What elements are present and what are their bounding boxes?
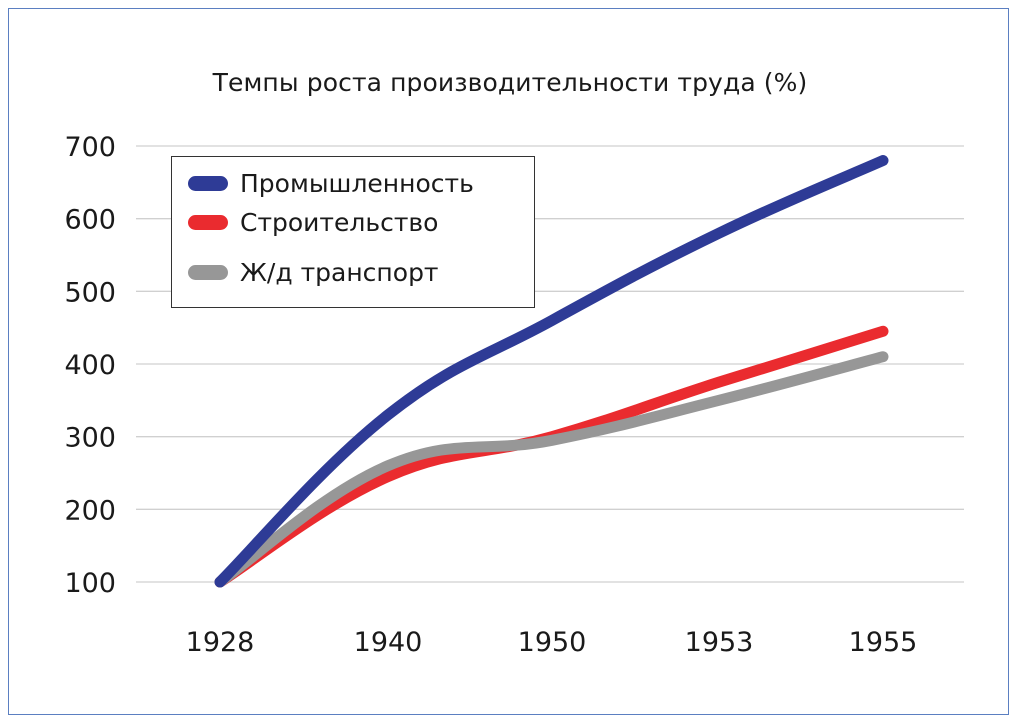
series-line-industry [214, 155, 889, 588]
x-tick-label-1928: 1928 [186, 627, 255, 658]
legend-item-industry: Промышленность [188, 165, 474, 201]
legend-swatch-industry [188, 175, 228, 191]
legend-label-construction: Строительство [240, 207, 439, 237]
x-tick-label-1955: 1955 [849, 627, 918, 658]
x-axis-tick-labels: 1928 1940 1950 1953 1955 [186, 627, 918, 658]
chart-frame [8, 8, 1009, 715]
x-tick-label-1950: 1950 [518, 627, 587, 658]
legend-item-railway: Ж/д транспорт [188, 254, 439, 290]
y-tick-label-500: 500 [64, 277, 116, 308]
y-tick-label-400: 400 [64, 350, 116, 381]
series-lines [214, 155, 889, 588]
x-tick-label-1953: 1953 [685, 627, 754, 658]
legend-label-industry: Промышленность [240, 168, 474, 198]
y-tick-label-700: 700 [64, 132, 116, 163]
series-line-construction [214, 325, 889, 588]
chart-title: Темпы роста производительности труда (%) [212, 68, 808, 97]
legend-swatch-construction [188, 214, 228, 230]
legend-swatch-railway [188, 264, 228, 280]
y-tick-label-300: 300 [64, 423, 116, 454]
legend-label-railway: Ж/д транспорт [240, 257, 439, 287]
y-tick-label-100: 100 [64, 568, 116, 599]
series-line-railway [214, 351, 889, 588]
y-tick-label-600: 600 [64, 205, 116, 236]
legend: Промышленность Строительство Ж/д транспо… [171, 156, 535, 308]
y-tick-label-200: 200 [64, 495, 116, 526]
legend-item-construction: Строительство [188, 204, 438, 240]
x-tick-label-1940: 1940 [354, 627, 423, 658]
y-axis-tick-labels: 100 200 300 400 500 600 700 [64, 132, 116, 599]
